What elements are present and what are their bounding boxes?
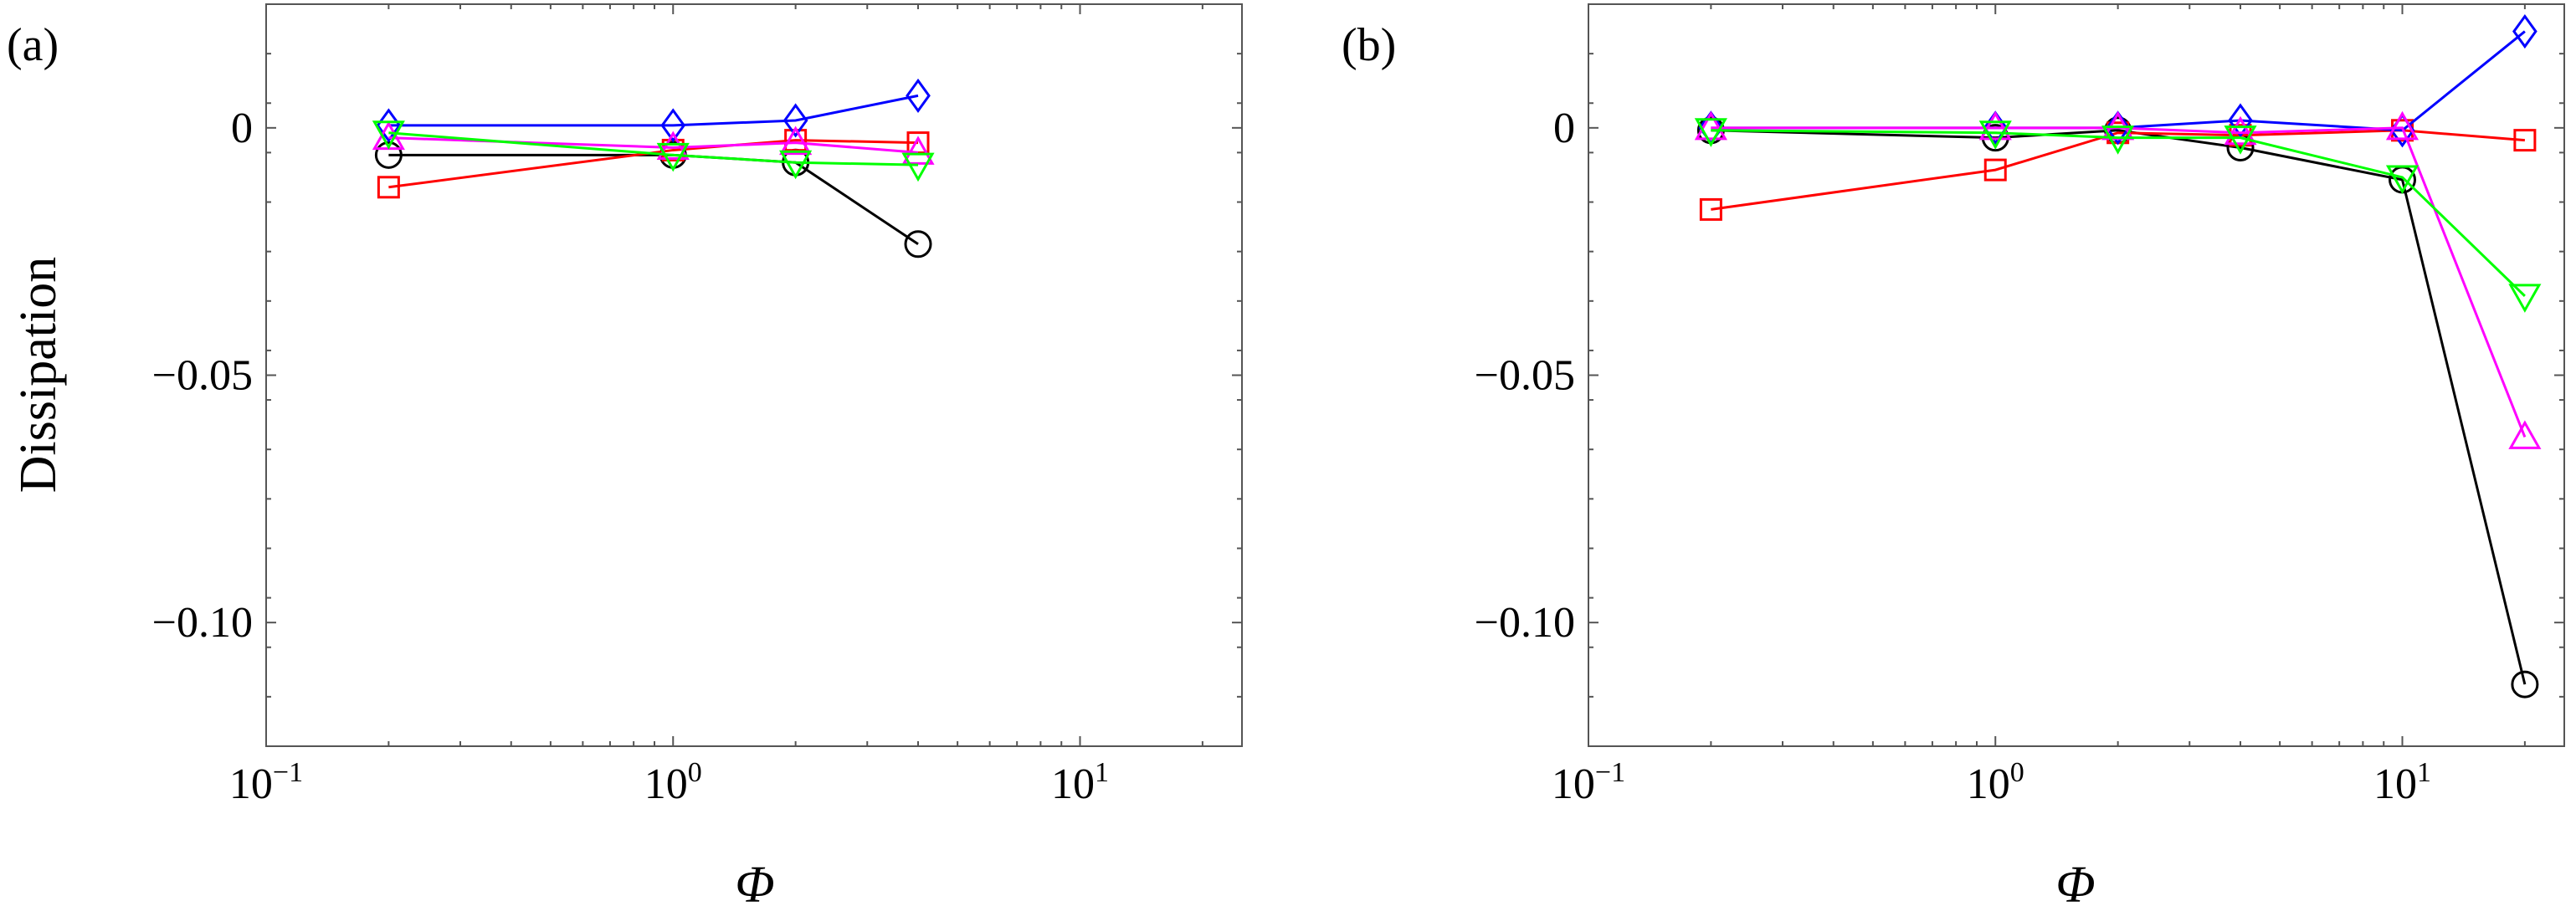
triangle-up-marker [901, 136, 935, 165]
triangle-down-series-line [1711, 129, 2526, 297]
y-tick-label: −0.05 [152, 352, 253, 400]
square-marker [1983, 158, 2007, 182]
x-tick-base: 10 [644, 760, 688, 808]
diamond-marker [2512, 13, 2538, 49]
triangle-up-marker [2385, 110, 2419, 141]
plot-frame-b [1588, 3, 2565, 747]
triangle-up-marker [779, 125, 813, 156]
triangle-up-marker [2224, 115, 2257, 146]
triangle-down-marker [2508, 284, 2542, 313]
x-tick-base: 10 [2373, 760, 2417, 808]
circle-series-line [388, 153, 919, 246]
series-b [1694, 13, 2542, 699]
panel-label-a: (a) [7, 19, 59, 71]
series-a [372, 78, 935, 258]
triangle-down-marker [1978, 120, 2012, 150]
x-tick-label: 100 [1967, 757, 2024, 808]
y-tick-label: 0 [231, 105, 253, 152]
x-tick-label: 10−1 [1552, 757, 1625, 808]
panel-label-b: (b) [1342, 19, 1396, 71]
diamond-marker [2105, 110, 2131, 146]
x-axis-title-b: Φ [2055, 857, 2095, 906]
x-axis-title-a: Φ [735, 857, 774, 906]
x-tick-exponent: 1 [1095, 757, 1109, 788]
triangle-down-marker [2385, 165, 2419, 195]
triangle-down-marker [1694, 118, 1727, 147]
triangle-down-marker [779, 150, 813, 180]
triangle-down-marker [372, 120, 405, 150]
square-marker [906, 131, 930, 155]
triangle-up-marker [656, 131, 690, 160]
triangle-down-series-line [388, 131, 919, 166]
y-tick-label: −0.10 [152, 599, 253, 647]
x-tick-base: 10 [229, 760, 273, 808]
diamond-series-line [388, 94, 919, 127]
y-tick-label: −0.05 [1475, 352, 1575, 400]
circle-marker [904, 230, 932, 258]
diamond-marker [376, 108, 402, 143]
x-tick-label: 101 [2373, 757, 2431, 808]
triangle-up-marker [1978, 110, 2012, 141]
x-tick-exponent: −1 [273, 757, 303, 788]
x-tick-base: 10 [1967, 760, 2010, 808]
x-tick-label: 100 [644, 757, 702, 808]
x-tick-exponent: 1 [2417, 757, 2431, 788]
square-marker [2513, 129, 2537, 152]
triangle-down-marker [901, 152, 935, 182]
square-marker [377, 176, 400, 199]
y-axis-title: Dissipation [10, 257, 67, 493]
diamond-marker [2228, 103, 2253, 138]
x-tick-base: 10 [1552, 760, 1595, 808]
triangle-up-marker [2508, 420, 2542, 449]
x-tick-exponent: −1 [1595, 757, 1625, 788]
diamond-marker [660, 108, 686, 143]
triangle-up-marker [1694, 110, 1727, 141]
x-tick-exponent: 0 [2010, 757, 2024, 788]
x-tick-label: 101 [1051, 757, 1109, 808]
triangle-down-marker [2101, 125, 2135, 155]
x-tick-label: 10−1 [229, 757, 303, 808]
circle-marker [2511, 670, 2539, 699]
y-tick-label: −0.10 [1475, 599, 1575, 647]
x-tick-base: 10 [1051, 760, 1095, 808]
y-tick-label: 0 [1553, 105, 1575, 152]
square-series-line [1711, 129, 2525, 211]
x-tick-exponent: 0 [688, 757, 702, 788]
diamond-marker [906, 78, 931, 113]
triangle-up-series-line [1711, 126, 2527, 438]
triangle-down-marker [656, 142, 690, 172]
diamond-marker [783, 103, 808, 138]
triangle-down-marker [2224, 125, 2257, 155]
circle-series-line [1711, 129, 2527, 685]
plot-frame-a [265, 3, 1243, 747]
square-marker [1699, 197, 1722, 221]
